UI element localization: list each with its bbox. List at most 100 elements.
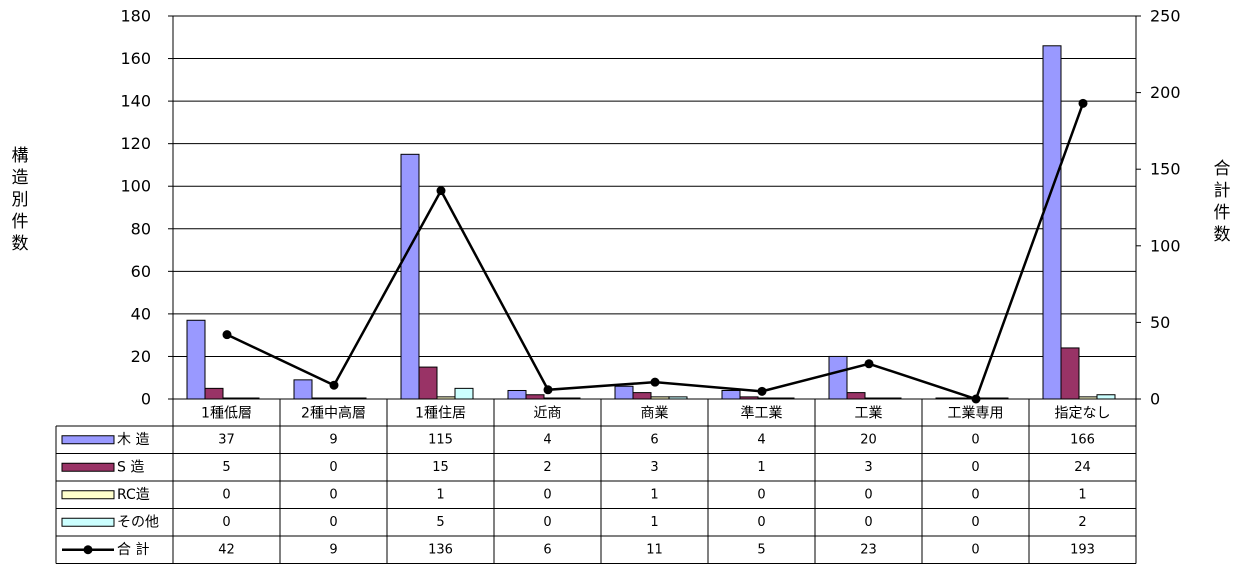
table-cell: 193 [1070,542,1095,557]
line-point [864,359,874,369]
table-cell: 4 [543,432,551,447]
bar [543,397,563,400]
table-cell: 6 [543,542,551,557]
bar [1042,45,1062,400]
axis-label-char: 造 [11,168,29,188]
legend-key [61,462,115,472]
bar [311,397,331,400]
y-right-tick-label: 200 [1150,83,1181,102]
table-cell: 0 [329,515,337,530]
table-cell: 0 [222,487,230,502]
legend-label: その他 [117,514,159,530]
table-cell: 11 [646,542,663,557]
category-label: 1種住居 [415,406,466,422]
axis-label-char: 計 [1213,181,1231,201]
table-cell: 37 [218,432,235,447]
legend-label: S 造 [117,459,144,475]
bar [436,396,456,400]
legend-key-marker [83,545,93,555]
table-cell: 0 [971,460,979,475]
table-cell: 42 [218,542,235,557]
category-label: 準工業 [741,406,783,422]
axis-label-char: 別 [11,190,29,210]
table-cell: 0 [757,515,765,530]
plot-area [172,15,1137,400]
bar [668,396,688,400]
table-cell: 2 [543,460,551,475]
table-cell: 0 [864,487,872,502]
line-point [650,377,660,387]
table-cell: 4 [757,432,765,447]
category-label: 2種中高層 [301,405,366,422]
table-cell: 9 [329,542,337,557]
bar [846,392,866,400]
table-cell: 0 [971,432,979,447]
bar [935,397,955,400]
line-point [436,186,446,196]
bar [507,389,527,400]
table-cell: 0 [222,515,230,530]
line-point [971,394,981,404]
table-cell: 20 [860,432,877,447]
bar [721,389,741,400]
axis-label-char: 件 [11,212,29,232]
bar [454,387,474,400]
table-cell: 9 [329,432,337,447]
legend-key [61,490,115,500]
axis-label-char: 構 [11,146,29,166]
y-right-tick-label: 100 [1150,236,1181,255]
legend-key [61,517,115,527]
axis-label-char: 合 [1213,159,1231,179]
y-tick-label: 0 [141,390,151,409]
table-cell: 0 [329,460,337,475]
table-cell: 1 [757,460,765,475]
table-cell: 115 [428,432,453,447]
table-cell: 166 [1070,432,1095,447]
category-label: 商業 [641,406,669,422]
y-right-tick-label: 150 [1150,160,1181,179]
bar [864,397,884,400]
table-cell: 5 [757,542,765,557]
table-cell: 0 [329,487,337,502]
y-tick-label: 20 [131,347,151,366]
table-cell: 1 [650,487,658,502]
bar [882,397,902,400]
axis-label-char: 数 [11,234,29,254]
table-cell: 15 [432,460,449,475]
y-tick-label: 120 [120,134,151,153]
bar [222,397,242,400]
table-cell: 0 [971,487,979,502]
bar [632,392,652,400]
line-point [222,330,232,340]
bar [828,355,848,400]
y-right-tick-label: 0 [1150,390,1160,409]
table-cell: 1 [436,487,444,502]
table-cell: 5 [222,460,230,475]
line-point [329,380,339,390]
bar [757,397,777,400]
category-label: 工業 [855,406,883,422]
table-cell: 24 [1074,460,1091,475]
category-label: 1種低層 [201,406,252,422]
bar [1096,394,1116,400]
table-cell: 3 [650,460,658,475]
legend-label: RC造 [117,487,150,503]
bar [989,397,1009,400]
category-label: 工業専用 [948,406,1004,422]
y-right-tick-label: 50 [1150,313,1170,332]
bar [953,397,973,400]
bar [293,379,313,400]
table-cell: 0 [757,487,765,502]
y-tick-label: 80 [131,219,151,238]
axis-label-char: 件 [1213,203,1231,223]
bar [739,396,759,400]
bar [775,397,795,400]
y-tick-label: 60 [131,262,151,281]
bar [1078,396,1098,400]
y-tick-label: 40 [131,304,151,323]
bar [650,396,670,400]
category-label: 近商 [534,406,562,422]
legend-label: 合 計 [117,542,149,558]
bar [400,153,420,400]
